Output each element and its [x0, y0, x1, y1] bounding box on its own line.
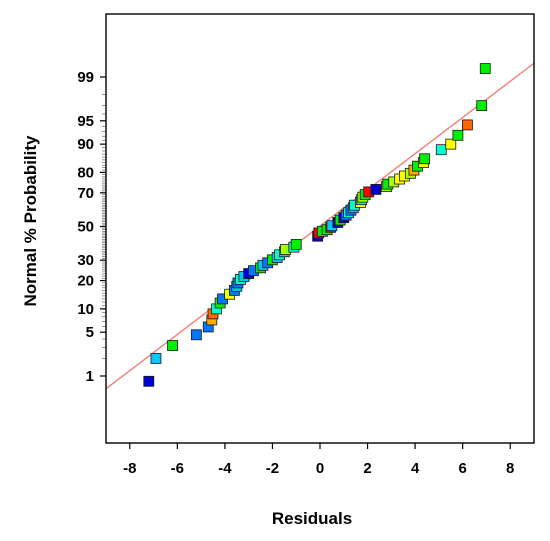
data-point [150, 353, 162, 364]
data-point [370, 184, 382, 195]
y-tick-label: 90 [77, 136, 94, 153]
x-axis: -8 -6 -4 -2 0 2 4 6 8 [123, 443, 514, 477]
data-point [167, 340, 178, 351]
y-tick-label: 70 [77, 185, 94, 202]
y-tick-label: 95 [77, 113, 94, 130]
y-tick-label: 80 [77, 164, 94, 181]
y-axis-title: Normal % Probability [21, 135, 40, 307]
y-tick-label: 50 [77, 219, 94, 236]
x-tick-label: -4 [218, 460, 232, 477]
data-point [452, 129, 464, 141]
x-axis-title: Residuals [272, 509, 352, 528]
data-point [143, 375, 155, 387]
x-tick-label: 8 [506, 460, 514, 477]
data-point [445, 138, 457, 150]
data-point [435, 144, 447, 156]
x-tick-label: 2 [363, 460, 371, 477]
data-points [143, 63, 491, 387]
y-tick-label: 5 [86, 324, 94, 341]
x-tick-label: 0 [316, 460, 324, 477]
plot-frame [105, 13, 535, 444]
x-tick-label: -2 [266, 460, 279, 477]
data-point [462, 119, 473, 131]
x-tick-label: 6 [458, 460, 466, 477]
data-point [419, 153, 431, 165]
data-point [290, 239, 302, 250]
y-tick-label: 99 [77, 69, 94, 86]
y-tick-label: 10 [77, 301, 94, 318]
y-tick-label: 1 [86, 368, 94, 385]
data-point [479, 63, 491, 74]
x-tick-label: -6 [171, 460, 184, 477]
x-tick-label: -8 [123, 460, 136, 477]
x-tick-label: 4 [411, 460, 420, 477]
y-tick-label: 30 [77, 252, 94, 269]
data-point [190, 329, 202, 341]
data-point [476, 100, 488, 112]
y-axis: 1 5 10 20 30 50 70 80 90 95 99 [77, 69, 106, 385]
y-tick-label: 20 [77, 273, 94, 290]
